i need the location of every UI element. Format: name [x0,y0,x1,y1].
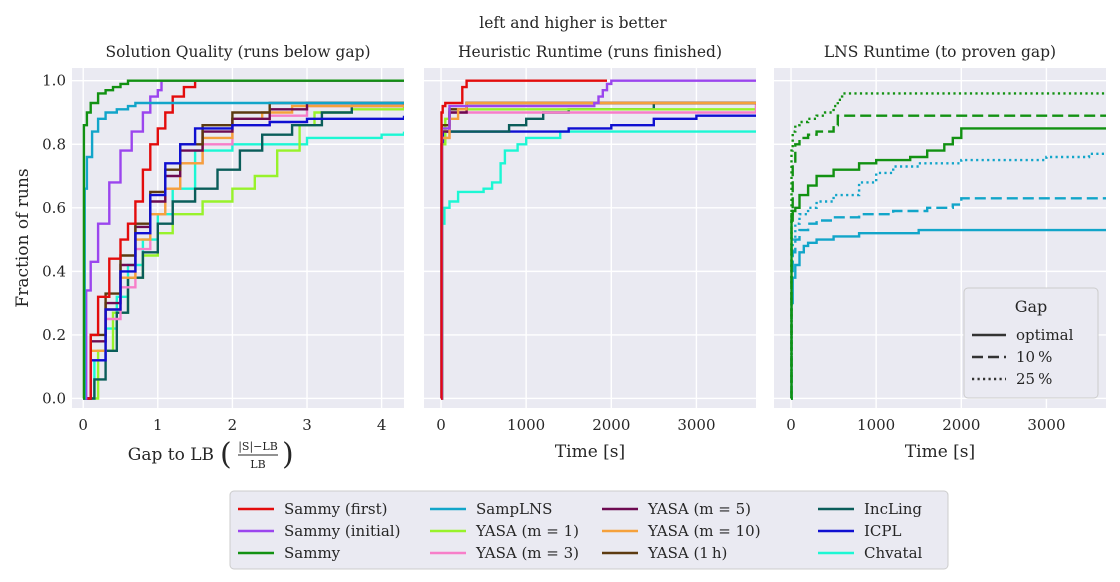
legend-title: Gap [1015,297,1048,316]
legend-label: Sammy [284,544,341,562]
x-tick-label: 1 [153,416,163,434]
y-tick-label: 1.0 [42,72,66,90]
legend-label: optimal [1016,326,1074,344]
series-line-sammy-initial [440,79,756,400]
series-line-sammy [82,79,404,400]
x-tick-label: 0 [786,416,796,434]
y-tick-label: 0.4 [42,262,66,280]
x-axis-label: Time [s] [555,442,625,462]
series-line-samplns-25 [790,152,1106,400]
x-tick-label: 4 [377,416,387,434]
series-line-samplns [83,101,404,400]
legend-label: YASA (m = 10) [647,522,761,540]
x-tick-label: 2000 [592,416,630,434]
legend-label: Sammy (first) [284,500,388,518]
panel-2: 0 1000 2000 3000 Heuristic Runtime (runs fin… [424,43,756,462]
y-tick-label: 0.2 [42,326,66,344]
x-axis-label-denominator: LB [250,458,265,471]
panel-1: 0 1 2 3 4 0.0 0.2 0.4 0.6 0.8 1.0 Solution Quality … [13,43,404,472]
x-tick-label: 2 [228,416,238,434]
legend-label: Chvatal [864,544,923,562]
x-axis-label-rparen: ) [282,437,294,472]
gap-legend: Gap optimal 10 % 25 % [963,287,1099,399]
bottom-legend: Sammy (first) Sammy (initial) Sammy SampLNS… [229,490,949,570]
y-axis-label: Fraction of runs [13,168,33,307]
x-axis-label: Gap to LB [128,445,214,465]
legend-box [963,287,1099,399]
legend-label: YASA (1 h) [647,544,727,562]
legend-label: SampLNS [476,500,552,518]
series-line-chvatal [441,130,756,400]
x-tick-label: 0 [78,416,88,434]
legend-label: ICPL [864,522,901,540]
legend-label: Sammy (initial) [284,522,400,540]
y-tick-label: 0.0 [42,389,66,407]
panel-title: Solution Quality (runs below gap) [105,43,370,61]
series-line-sammy-optimal [790,127,1106,400]
legend-label: YASA (m = 1) [475,522,579,540]
x-tick-label: 1000 [857,416,895,434]
series-line-incling [83,103,404,400]
legend-label: 25 % [1016,370,1052,388]
series-line-icpl [83,115,404,400]
panel-title: Heuristic Runtime (runs finished) [458,43,722,61]
legend-label: YASA (m = 5) [647,500,751,518]
series-line-sammy-first [440,79,607,400]
series-line-samplns-10 [790,197,1106,400]
series-line-sammy-initial [83,79,404,400]
legend-box [229,490,949,570]
suptitle: left and higher is better [479,14,667,32]
panels: 0 1 2 3 4 0.0 0.2 0.4 0.6 0.8 1.0 Solution Quality … [13,43,1106,472]
series-group [790,92,1106,400]
x-tick-label: 2000 [942,416,980,434]
panel-title: LNS Runtime (to proven gap) [824,43,1056,61]
legend-label: YASA (m = 3) [475,544,579,562]
series-line-sammy-first [83,79,404,400]
legend-label: 10 % [1016,348,1052,366]
series-line-sammy-25 [790,92,1106,400]
x-axis-label-lparen: ( [220,437,232,472]
legend-label: IncLing [864,500,922,518]
x-axis-label-numerator: |S|−LB [238,440,278,454]
panel-3: 0 1000 2000 3000 LNS Runtime (to proven gap)… [774,43,1106,462]
x-tick-label: 3 [302,416,312,434]
x-tick-label: 1000 [507,416,545,434]
plot-area [424,68,756,408]
y-tick-label: 0.8 [42,135,66,153]
series-group [440,79,756,400]
x-axis-label: Time [s] [905,442,975,462]
y-tick-label: 0.6 [42,199,66,217]
x-tick-label: 3000 [677,416,715,434]
series-group [82,79,404,400]
x-tick-label: 3000 [1027,416,1065,434]
x-tick-label: 0 [436,416,446,434]
